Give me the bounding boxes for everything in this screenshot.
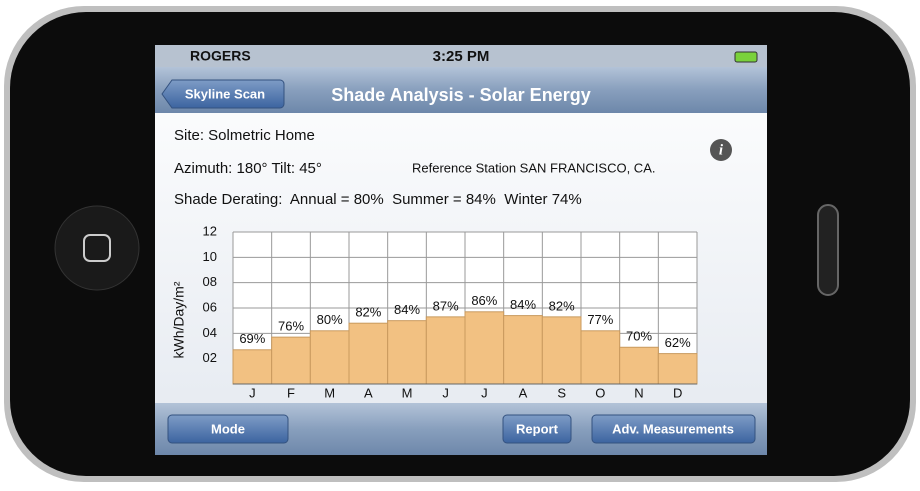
y-tick-label: 06 <box>203 299 217 314</box>
bar <box>388 321 427 384</box>
bar <box>310 331 349 384</box>
x-tick-label: S <box>557 385 566 400</box>
back-button-label: Skyline Scan <box>185 86 265 101</box>
x-tick-label: J <box>249 385 256 400</box>
bar <box>465 312 504 384</box>
bar-label: 70% <box>626 329 652 344</box>
screenshot: ROGERS 3:25 PM Skyline Scan Shade Analys… <box>0 0 920 486</box>
bar-label: 84% <box>510 297 536 312</box>
bar-label: 86% <box>471 293 497 308</box>
x-tick-label: M <box>324 385 335 400</box>
bar-label: 82% <box>355 305 381 320</box>
bar-label: 69% <box>239 331 265 346</box>
bar <box>581 331 620 384</box>
measurements-button-label: Adv. Measurements <box>612 421 734 436</box>
y-tick-label: 10 <box>203 249 217 264</box>
bar-label: 82% <box>549 298 575 313</box>
shade-derating: Shade Derating: Annual = 80% Summer = 84… <box>174 191 582 208</box>
x-tick-label: O <box>595 385 605 400</box>
bar-label: 87% <box>433 298 459 313</box>
carrier: ROGERS <box>190 48 251 64</box>
y-axis-title: kWh/Day/m² <box>171 281 187 358</box>
bar-label: 76% <box>278 319 304 334</box>
mode-button-label: Mode <box>211 421 245 436</box>
site: Site: Solmetric Home <box>174 127 315 144</box>
bar <box>658 354 697 384</box>
bar <box>349 323 388 384</box>
x-tick-label: J <box>481 385 488 400</box>
bar <box>542 317 581 384</box>
y-tick-label: 12 <box>203 223 217 238</box>
x-tick-label: F <box>287 385 295 400</box>
bar-label: 77% <box>587 312 613 327</box>
orientation: Azimuth: 180° Tilt: 45° <box>174 160 322 177</box>
nav-title: Shade Analysis - Solar Energy <box>331 85 590 105</box>
reference-station: Reference Station SAN FRANCISCO, CA. <box>412 160 655 175</box>
home-button[interactable] <box>55 206 139 290</box>
y-tick-label: 08 <box>203 274 217 289</box>
battery <box>735 52 757 62</box>
x-tick-label: D <box>673 385 682 400</box>
bar-label: 62% <box>665 335 691 350</box>
bar <box>272 337 311 384</box>
bar <box>620 347 659 384</box>
x-tick-label: A <box>364 385 373 400</box>
clock: 3:25 PM <box>433 48 490 65</box>
bar <box>426 317 465 384</box>
bar-label: 84% <box>394 302 420 317</box>
speaker <box>818 205 838 295</box>
x-tick-label: A <box>519 385 528 400</box>
y-tick-label: 02 <box>203 350 217 365</box>
y-tick-label: 04 <box>203 325 217 340</box>
chart: 02 04 06 08 10 12 69% J 76% F 80% M 82% A 84% M 87% J 86% J… <box>203 223 697 400</box>
bar <box>504 316 543 384</box>
x-tick-label: J <box>442 385 449 400</box>
bar <box>233 350 272 384</box>
bar-label: 80% <box>317 312 343 327</box>
x-tick-label: M <box>402 385 413 400</box>
report-button-label: Report <box>516 421 559 436</box>
x-tick-label: N <box>634 385 643 400</box>
